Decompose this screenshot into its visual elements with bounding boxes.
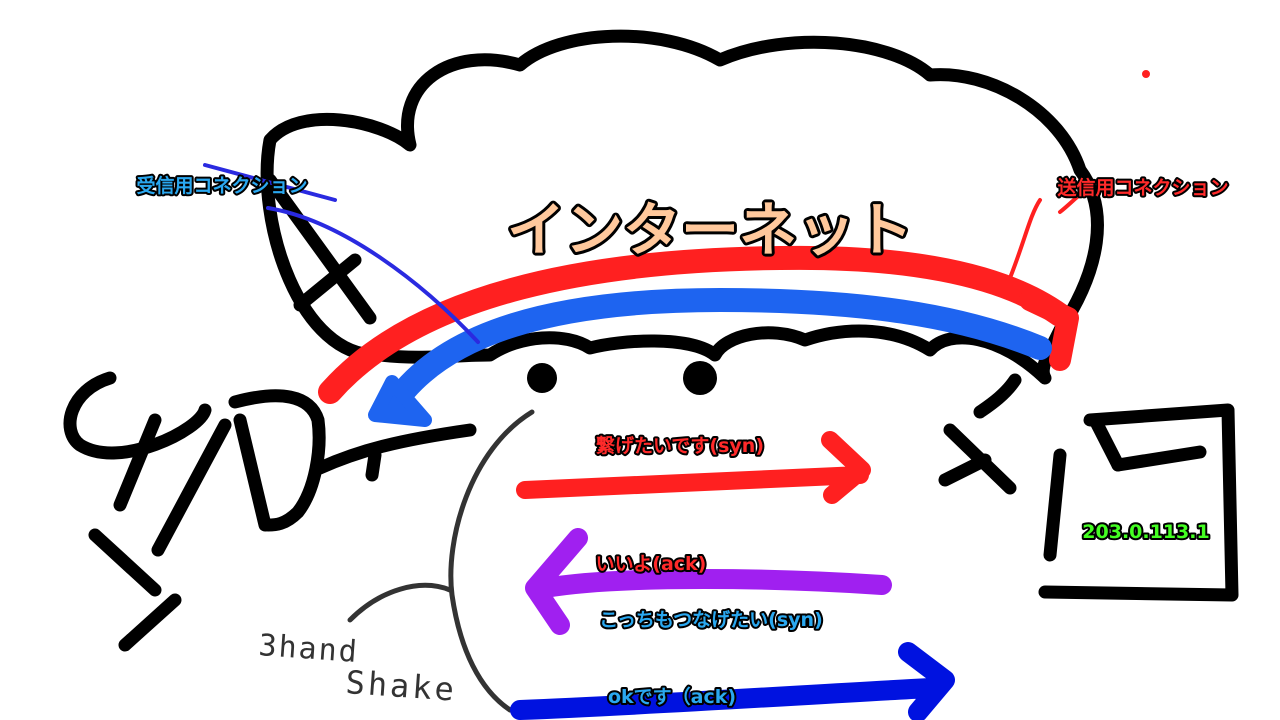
server-computer xyxy=(938,373,1239,602)
red-dot xyxy=(1142,70,1150,78)
internet-title: インターネット xyxy=(507,196,913,264)
ack-arrow-2 xyxy=(510,642,955,720)
server-ip-label: 203.0.113.1 xyxy=(1082,521,1209,543)
syn-label-2: こっちもつなげたい(syn) xyxy=(599,609,823,631)
syn-arrow-1 xyxy=(516,431,871,504)
client-computer xyxy=(63,173,477,652)
cloud-bump xyxy=(527,363,557,393)
send-pointer-line xyxy=(1008,188,1092,280)
ack-syn-arrow xyxy=(525,528,892,635)
send-connection-arc xyxy=(318,245,1072,404)
send-connection-label: 送信用コネクション xyxy=(1057,176,1228,199)
receive-connection-arc xyxy=(378,287,1052,422)
receive-pointer-line xyxy=(203,163,480,344)
handshake-note-line1: 3hand xyxy=(257,628,360,670)
receive-arrowhead xyxy=(368,375,432,427)
syn-label-1: 繋げたいです(syn) xyxy=(596,434,764,457)
handshake-note-line2: Shake xyxy=(344,663,458,709)
send-arrowhead xyxy=(1019,289,1079,371)
ack-label-1: いいよ(ack) xyxy=(596,553,707,575)
cloud-bump xyxy=(683,361,717,395)
handshake-pointer xyxy=(347,582,453,623)
internet-cloud xyxy=(260,29,1104,385)
ack-label-2: okです（ack) xyxy=(608,685,736,708)
receive-connection-label: 受信用コネクション xyxy=(136,174,307,197)
handshake-bracket xyxy=(448,409,535,713)
